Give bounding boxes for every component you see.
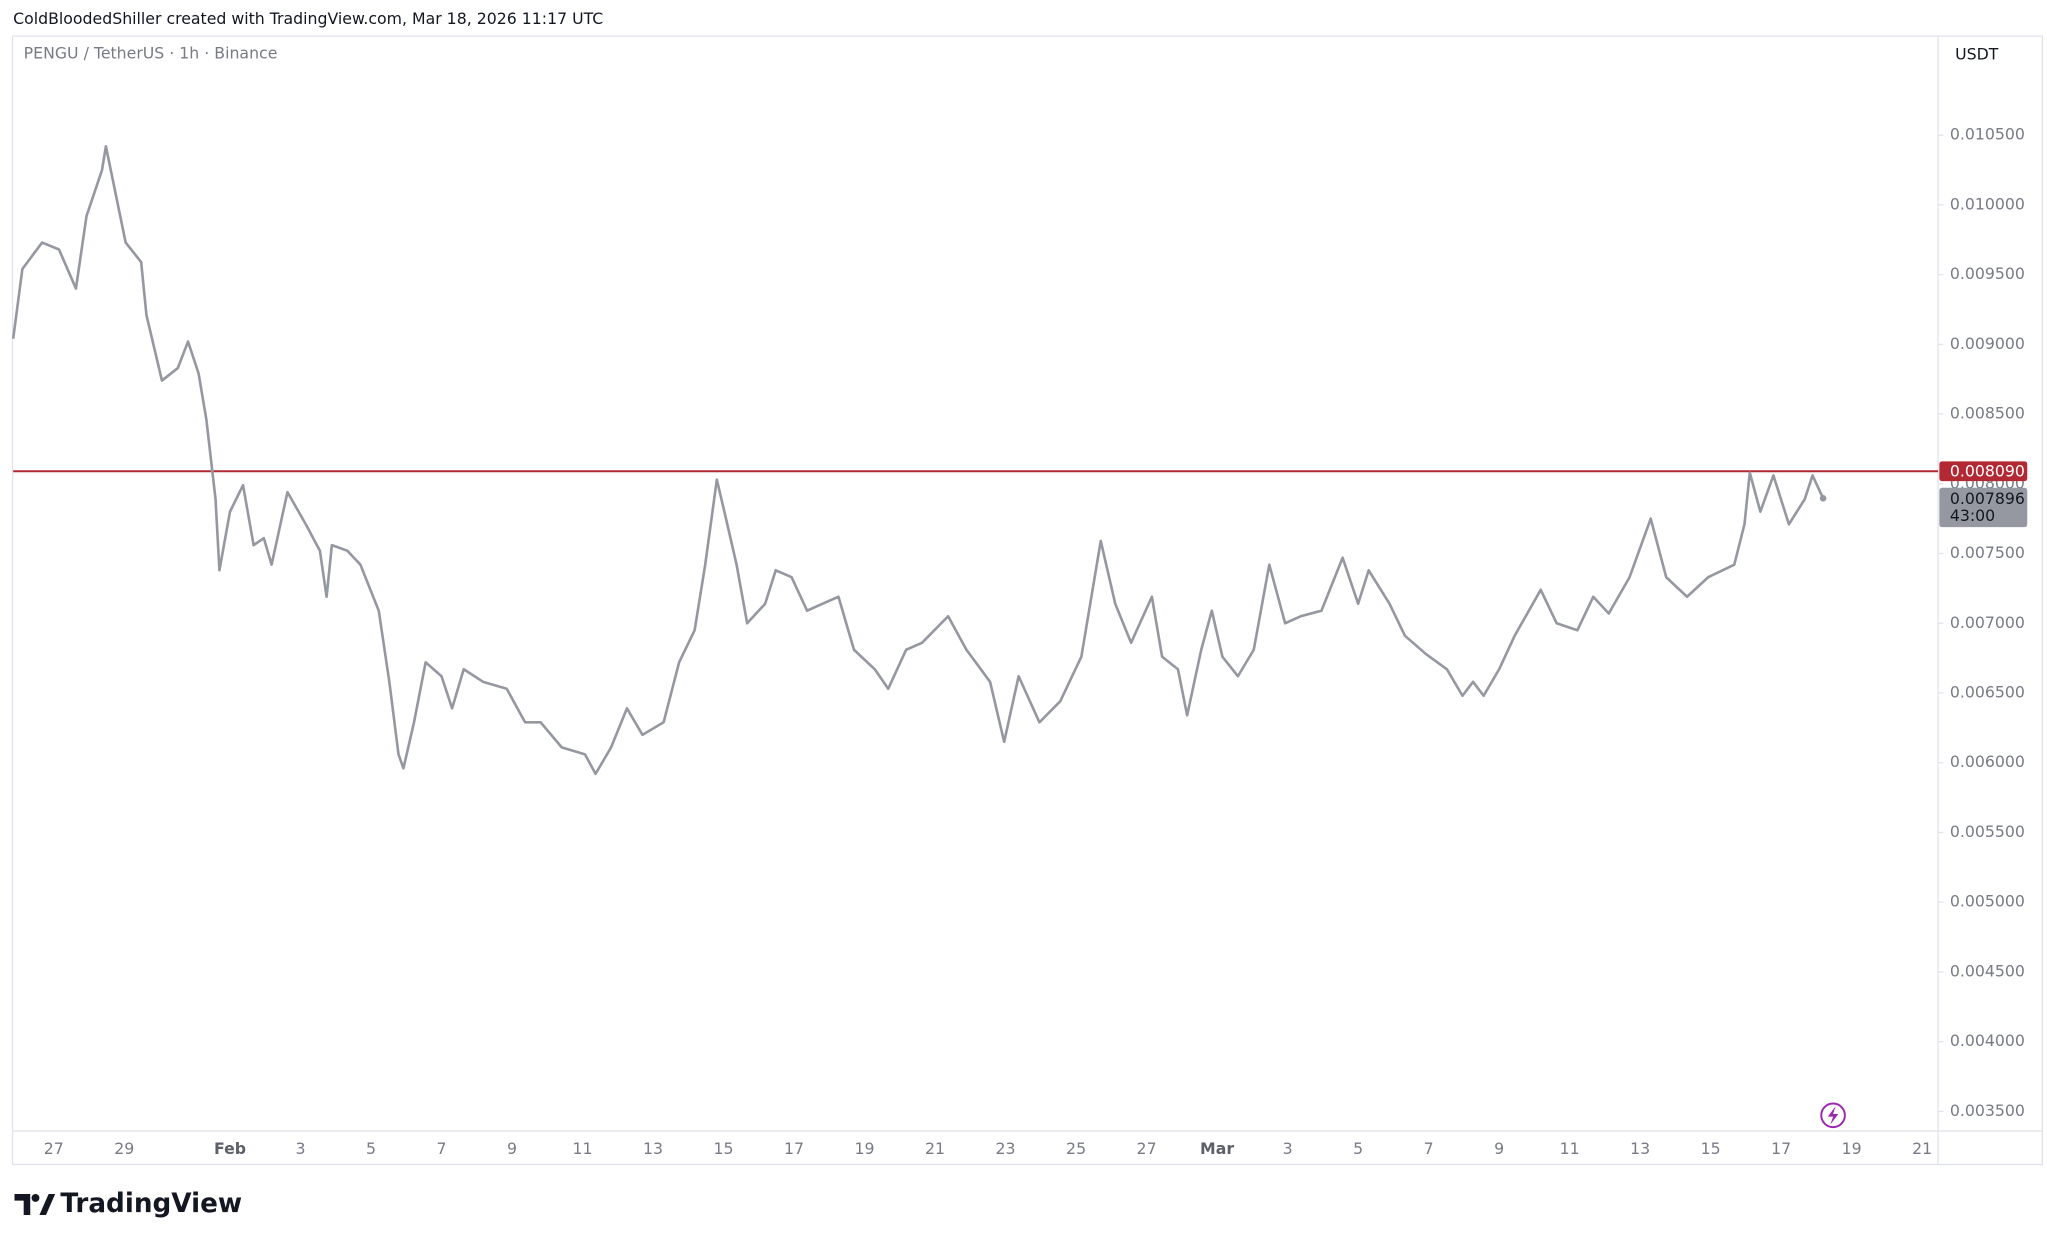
y-tick-label: 0.005500 (1950, 822, 2025, 841)
y-tick-label: 0.005000 (1950, 892, 2025, 911)
x-tick-label: 19 (855, 1139, 875, 1158)
countdown-label: 43:00 (1950, 506, 1995, 525)
y-tick-label: 0.006000 (1950, 752, 2025, 771)
price-line (11, 144, 1825, 776)
last-price-box (1939, 487, 2028, 528)
y-tick-label: 0.008500 (1950, 404, 2025, 423)
x-tick-label: 25 (1066, 1139, 1086, 1158)
x-tick-label: 3 (295, 1139, 305, 1158)
brand-logo (14, 1194, 56, 1216)
x-tick-label: 7 (1424, 1139, 1434, 1158)
x-tick-label: 21 (925, 1139, 945, 1158)
x-tick-label: 11 (573, 1139, 593, 1158)
y-tick-label: 0.003500 (1950, 1101, 2025, 1120)
y-tick-label: 0.007000 (1950, 613, 2025, 632)
x-tick-label: 23 (996, 1139, 1016, 1158)
y-tick-label: 0.010500 (1950, 125, 2025, 144)
level-label-box (1939, 461, 2028, 482)
x-tick-label: 17 (1771, 1139, 1791, 1158)
x-tick-label: 11 (1560, 1139, 1580, 1158)
x-tick-label: Feb (214, 1139, 246, 1158)
x-tick-label: 5 (366, 1139, 376, 1158)
currency-label: USDT (1955, 45, 1999, 64)
x-tick-label: 29 (114, 1139, 134, 1158)
x-tick-label: 17 (784, 1139, 804, 1158)
y-tick-label: 0.004500 (1950, 961, 2025, 980)
x-tick-label: 5 (1353, 1139, 1363, 1158)
chart-frame (11, 35, 2044, 1166)
y-tick-label: 0.010000 (1950, 194, 2025, 213)
level-label: 0.008090 (1950, 461, 2025, 480)
x-tick-label: 21 (1912, 1139, 1932, 1158)
lightning-icon (1820, 1102, 1846, 1129)
last-price-label: 0.007896 (1950, 489, 2025, 508)
x-tick-label: 19 (1842, 1139, 1862, 1158)
header-text: ColdBloodedShiller created with TradingV… (13, 9, 603, 28)
x-tick-label: Mar (1200, 1139, 1234, 1158)
y-tick-label: 0.009000 (1950, 334, 2025, 353)
x-tick-label: 27 (44, 1139, 64, 1158)
y-tick-label: 0.009500 (1950, 264, 2025, 283)
x-tick-label: 9 (507, 1139, 517, 1158)
x-tick-label: 15 (714, 1139, 734, 1158)
brand-name: TradingView (60, 1189, 242, 1219)
x-tick-label: 13 (1630, 1139, 1650, 1158)
last-point (1819, 495, 1827, 502)
y-tick-label: 0.006500 (1950, 682, 2025, 701)
x-tick-label: 7 (437, 1139, 447, 1158)
x-tick-label: 15 (1701, 1139, 1721, 1158)
x-tick-label: 3 (1283, 1139, 1293, 1158)
symbol-legend: PENGU / TetherUS · 1h · Binance (24, 43, 278, 62)
y-tick-label: 0.007500 (1950, 543, 2025, 562)
y-tick-label: 0.004000 (1950, 1031, 2025, 1050)
x-tick-label: 9 (1494, 1139, 1504, 1158)
x-tick-label: 27 (1137, 1139, 1157, 1158)
x-tick-label: 13 (643, 1139, 663, 1158)
